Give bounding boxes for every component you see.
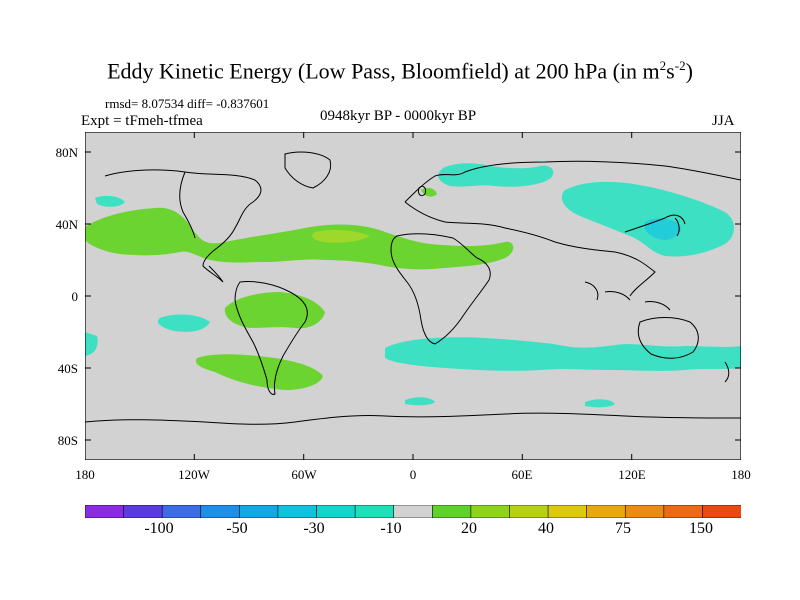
colorbar-swatch [354, 505, 395, 518]
lat-tick-marks [85, 151, 741, 441]
anomaly-fields [85, 163, 741, 408]
colorbar-label: -30 [303, 520, 325, 537]
coast-australia [637, 317, 699, 359]
colorbar-label: 20 [461, 520, 477, 537]
coast-maritime-continent [584, 281, 671, 311]
lat-tick-label: 40S [57, 361, 78, 376]
stats-label: rmsd= 8.07534 diff= -0.837601 [105, 96, 270, 111]
colorbar-label: -100 [144, 520, 174, 537]
anomaly-bluecyan-japan [644, 218, 681, 240]
colorbar-swatch [393, 505, 433, 518]
season-label: JJA [712, 113, 735, 129]
anomaly-green-north-pacific-atlantic [85, 207, 514, 270]
chart-title: Eddy Kinetic Energy (Low Pass, Bloomfiel… [107, 58, 693, 84]
coast-africa [390, 233, 491, 345]
anomaly-cyan-far-south [405, 397, 435, 406]
colorbar-swatch [431, 505, 472, 518]
colorbar-swatch [547, 505, 588, 518]
colorbar-label: -50 [226, 520, 248, 537]
colorbar-swatch [663, 505, 704, 518]
lat-tick-label: 80N [55, 145, 78, 160]
coast-japan [674, 217, 680, 237]
lat-tick-label: 40N [55, 217, 78, 232]
colorbar-swatch [200, 505, 240, 518]
lon-tick-label: 0 [409, 467, 417, 482]
colorbar-swatch [123, 505, 163, 518]
coast-uk [418, 185, 426, 197]
anomaly-cyan-east-pacific [157, 314, 210, 332]
coast-south-america [234, 281, 308, 395]
coast-antarctica [85, 412, 741, 425]
colorbar-swatch [239, 505, 279, 518]
lat-tick-label: 0 [71, 289, 79, 304]
lon-tick-marks [193, 132, 633, 460]
colorbar-swatch [702, 505, 741, 518]
anomaly-cyan-north-pacific [561, 181, 734, 257]
anomaly-green-south-america [224, 292, 325, 329]
colorbar-swatch [316, 505, 356, 518]
lat-tick-label: 80S [57, 433, 78, 448]
colorbar-swatch [85, 505, 125, 518]
coastlines [85, 151, 741, 425]
colorbar-label: 75 [615, 520, 631, 537]
experiment-label: Expt = tFmeh-tfmea [81, 113, 203, 129]
anomaly-green-south-pacific [195, 354, 323, 390]
anomaly-cyan-west-edge [85, 332, 98, 356]
lon-tick-label: 180 [75, 467, 95, 482]
colorbar-swatch [470, 505, 511, 518]
coast-north-america [104, 169, 262, 283]
colorbar-label: -10 [380, 520, 402, 537]
lon-tick-label: 180 [731, 467, 751, 482]
coast-new-zealand [724, 361, 730, 383]
anomaly-cyan-far-south-2 [585, 399, 615, 408]
colorbar-swatch [161, 505, 202, 518]
coast-greenland [284, 151, 332, 189]
colorbar-swatch [586, 505, 626, 518]
anomaly-lightgreen-atlantic [312, 229, 370, 243]
world-map [85, 132, 741, 460]
colorbar-swatch [624, 505, 665, 518]
anomaly-cyan-north-eurasia [438, 163, 554, 187]
anomaly-cyan-south-atlantic-indian [385, 337, 741, 371]
colorbar-swatch [509, 505, 549, 518]
lon-tick-label: 60W [291, 467, 317, 482]
lon-tick-label: 60E [511, 467, 533, 482]
map-background [85, 132, 741, 460]
coast-eurasia [404, 160, 741, 297]
colorbar-swatch [277, 505, 318, 518]
colorbar-label: 150 [689, 520, 713, 537]
lon-tick-label: 120E [618, 467, 646, 482]
anomaly-cyan-small-nw [95, 195, 125, 207]
colorbar [85, 505, 741, 518]
colorbar-label: 40 [538, 520, 554, 537]
lon-tick-label: 120W [178, 467, 210, 482]
period-label: 0948kyr BP - 0000kyr BP [320, 108, 477, 124]
